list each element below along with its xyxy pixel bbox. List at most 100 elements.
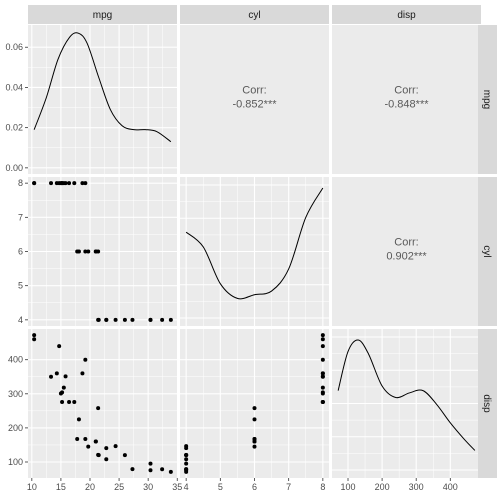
scatter-point-mpg-disp	[83, 436, 88, 441]
corr-label: Corr:	[242, 85, 266, 97]
y-tick-label-cyl: 7	[18, 212, 23, 222]
scatter-point-mpg-disp	[96, 406, 101, 411]
panel-disp-cyl	[180, 329, 329, 478]
x-tick-label-mpg: 35	[172, 482, 182, 492]
x-tick-label-cyl: 4	[184, 482, 189, 492]
scatter-point-mpg-disp	[60, 400, 65, 405]
x-tick-label-disp: 200	[375, 482, 390, 492]
scatter-point-mpg-disp	[32, 337, 37, 342]
scatter-point-mpg-cyl	[80, 181, 85, 186]
scatter-point-mpg-cyl	[113, 317, 118, 322]
scatter-point-mpg-disp	[72, 400, 77, 405]
scatter-point-mpg-cyl	[49, 181, 54, 186]
scatter-point-cyl-disp	[252, 444, 257, 449]
panel-cyl-disp	[332, 177, 481, 326]
x-tick-label-cyl: 6	[252, 482, 257, 492]
panel-mpg-mpg	[28, 25, 177, 174]
scatter-point-mpg-cyl	[160, 317, 165, 322]
y-tick-label-disp: 100	[8, 457, 23, 467]
scatter-point-mpg-disp	[168, 469, 173, 474]
scatter-point-mpg-cyl	[86, 249, 91, 254]
strip-label-top-mpg: mpg	[93, 10, 112, 21]
scatter-point-mpg-disp	[61, 385, 66, 390]
scatter-point-mpg-cyl	[96, 317, 101, 322]
strip-top-mpg	[28, 5, 177, 24]
x-tick-label-mpg: 10	[27, 482, 37, 492]
scatter-point-mpg-disp	[80, 371, 85, 376]
scatter-point-cyl-disp	[252, 406, 257, 411]
scatter-point-mpg-cyl	[83, 181, 88, 186]
density-line-disp	[337, 339, 476, 451]
scatter-point-mpg-cyl	[83, 249, 88, 254]
scatter-point-mpg-disp	[63, 374, 68, 379]
corr-value: 0.902***	[386, 251, 427, 263]
strip-top-disp	[332, 5, 481, 24]
corr-label: Corr:	[394, 237, 418, 249]
scatter-point-cyl-disp	[320, 357, 325, 362]
scatter-point-mpg-disp	[104, 446, 109, 451]
scatter-point-mpg-disp	[130, 467, 135, 472]
scatter-point-cyl-disp	[184, 452, 189, 457]
scatter-point-cyl-disp	[252, 436, 257, 441]
scatter-point-mpg-cyl	[130, 317, 135, 322]
panel-background	[28, 329, 177, 478]
density-line-mpg	[33, 32, 172, 143]
strip-label-right-cyl: cyl	[481, 245, 492, 257]
strip-label-right-disp: disp	[481, 394, 492, 413]
scatter-point-mpg-cyl	[32, 181, 37, 186]
y-tick-label-density: 0.02	[5, 123, 23, 133]
strip-top-cyl	[180, 5, 329, 24]
scatter-point-mpg-disp	[86, 444, 91, 449]
scatter-point-mpg-disp	[160, 467, 165, 472]
scatter-point-cyl-disp	[320, 385, 325, 390]
scatter-point-cyl-disp	[320, 400, 325, 405]
scatter-point-cyl-disp	[320, 344, 325, 349]
strip-right-mpg	[478, 25, 497, 174]
scatter-point-cyl-disp	[320, 391, 325, 396]
scatter-point-mpg-cyl	[96, 249, 101, 254]
scatter-point-mpg-disp	[96, 452, 101, 457]
scatter-point-mpg-disp	[57, 344, 62, 349]
panel-mpg-disp	[332, 25, 481, 174]
scatter-point-cyl-disp	[184, 461, 189, 466]
scatter-point-mpg-disp	[104, 457, 109, 462]
scatter-point-cyl-disp	[252, 417, 257, 422]
scatter-point-cyl-disp	[184, 457, 189, 462]
y-tick-label-disp: 400	[8, 355, 23, 365]
scatter-point-mpg-disp	[49, 374, 54, 379]
scatter-point-mpg-disp	[148, 468, 153, 473]
scatter-point-mpg-disp	[54, 371, 59, 376]
scatter-point-mpg-disp	[75, 436, 80, 441]
corr-value: -0.848***	[384, 99, 429, 111]
scatter-point-mpg-disp	[76, 417, 81, 422]
panel-background	[28, 25, 177, 174]
scatter-point-mpg-disp	[93, 439, 98, 444]
y-tick-label-cyl: 8	[18, 178, 23, 188]
panel-background	[332, 25, 481, 174]
panel-cyl-mpg	[28, 177, 177, 326]
panel-cyl-cyl	[180, 177, 329, 326]
x-tick-label-disp: 400	[443, 482, 458, 492]
y-tick-label-density: 0.04	[5, 82, 23, 92]
scatter-point-mpg-cyl	[72, 181, 77, 186]
panel-disp-disp	[332, 329, 481, 478]
scatter-point-mpg-disp	[58, 391, 63, 396]
scatter-point-cyl-disp	[184, 467, 189, 472]
panel-background	[180, 25, 329, 174]
corr-label: Corr:	[394, 85, 418, 97]
scatter-point-mpg-cyl	[67, 181, 72, 186]
x-tick-label-mpg: 15	[56, 482, 66, 492]
scatter-point-mpg-cyl	[75, 249, 80, 254]
corr-value: -0.852***	[232, 99, 277, 111]
panel-background	[332, 177, 481, 326]
scatter-point-mpg-cyl	[58, 181, 63, 186]
scatter-point-mpg-disp	[83, 357, 88, 362]
strip-label-right-mpg: mpg	[481, 90, 492, 109]
scatter-point-cyl-disp	[320, 374, 325, 379]
x-tick-label-mpg: 20	[85, 482, 95, 492]
strip-right-cyl	[478, 177, 497, 326]
panel-disp-mpg	[28, 329, 177, 478]
x-tick-label-disp: 100	[340, 482, 355, 492]
scatter-point-mpg-cyl	[63, 181, 68, 186]
